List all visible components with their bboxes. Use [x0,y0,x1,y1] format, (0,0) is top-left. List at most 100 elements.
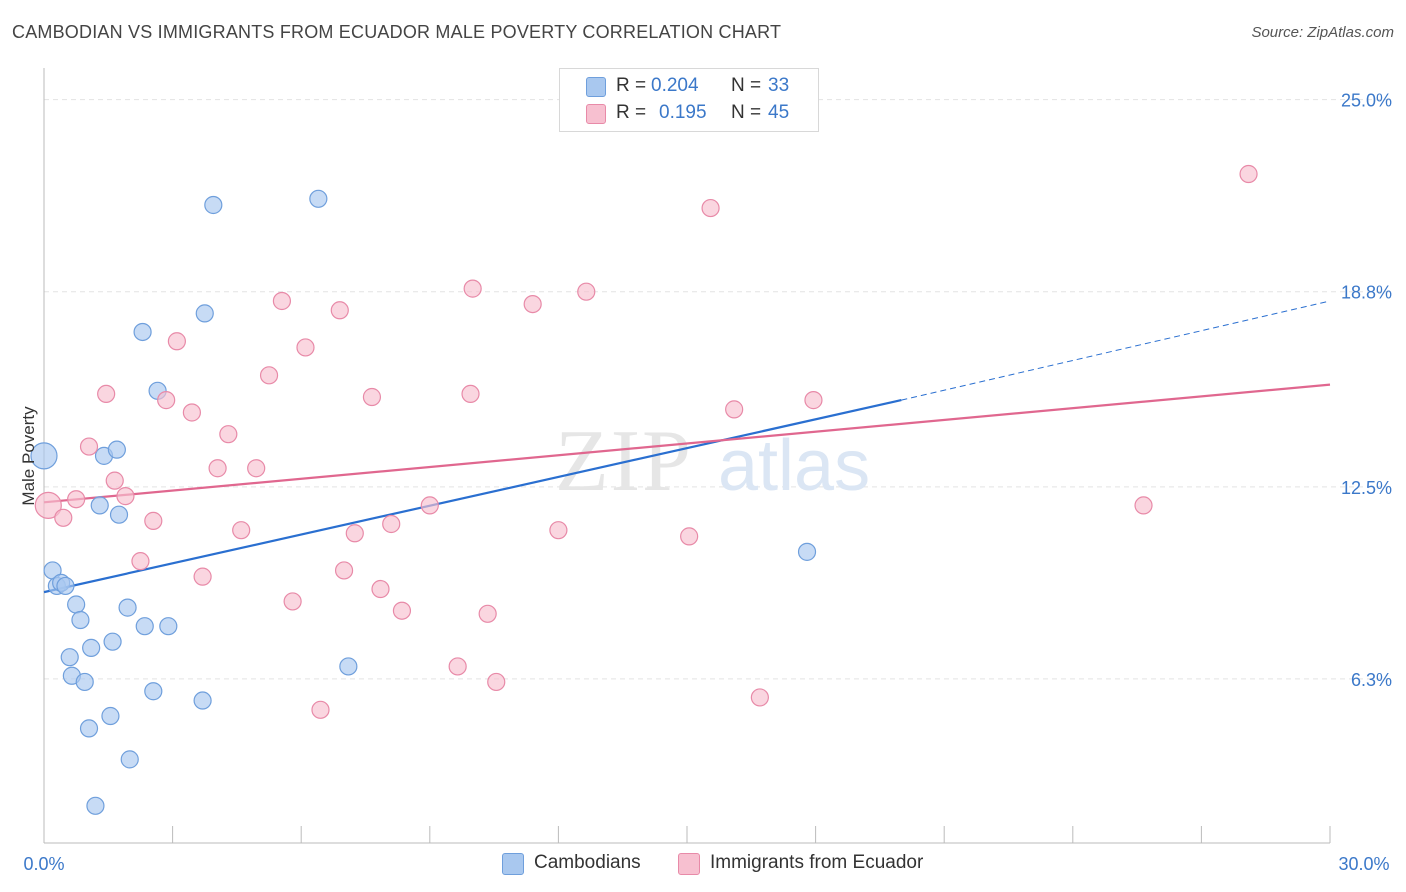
ecuador-point [247,459,266,478]
ecuador-point [487,672,506,692]
blue-swatch-icon [502,853,524,875]
ecuador-point [79,437,99,456]
y-axis-label: Male Poverty [19,406,38,506]
cambodian-point [120,750,139,769]
trend-lines [43,300,1331,594]
ecuador-point [750,688,769,707]
r-label: R = [616,102,647,123]
ecuador-trend-line [43,383,1331,504]
ecuador-point [105,471,124,490]
r-value: 0.204 [651,75,699,96]
ecuador-point [144,511,163,530]
ecuador-point [131,552,150,571]
ecuador-point [67,490,86,509]
cambodian-point [107,440,126,459]
cambodian-point [118,598,137,617]
blue-swatch-icon [586,77,606,97]
cambodian-point [56,576,75,596]
cambodian-point [75,672,94,692]
cambodian-point [103,632,122,651]
y-tick-label: 12.5% [1341,478,1392,498]
cambodian-point [82,638,101,657]
ecuador-point [549,521,568,540]
stats-legend: R = 0.204 N = 33 R = 0.195 N = 45 [559,68,819,132]
cambodians-trend-extension [901,300,1331,401]
cambodians-trend-line [43,399,902,594]
ecuador-point [167,332,186,351]
cambodian-point [159,617,178,636]
y-tick-label: 18.8% [1341,283,1392,303]
n-value: 45 [768,102,790,123]
ecuador-point [523,294,542,314]
n-value: 33 [768,75,790,96]
cambodian-point [109,505,129,524]
ecuador-point [193,567,212,586]
cambodian-point [71,610,90,630]
ecuador-point [283,592,302,611]
cambodian-point [339,657,358,676]
ecuador-point [680,527,699,546]
ecuador-point [208,459,227,478]
cambodian-point [101,706,120,726]
legend-label: Cambodians [534,852,641,873]
ecuador-point [272,291,292,311]
ecuador-point [296,338,315,357]
ecuador-point [232,521,251,540]
ecuador-point [362,387,382,407]
cambodian-point [30,442,58,470]
ecuador-point [461,384,480,404]
ecuador-point [311,700,330,719]
cambodian-point [193,691,212,710]
ecuador-point [219,425,238,444]
cambodian-point [309,189,328,208]
x-tick-label: 30.0% [1338,854,1389,874]
ecuador-point [804,391,823,410]
cambodian-point [67,595,86,614]
ecuador-point [182,403,201,422]
cambodian-point [60,648,79,667]
pink-swatch-icon [586,104,606,124]
y-tick-label: 25.0% [1341,91,1392,111]
ecuador-point [701,198,720,218]
ecuador-point [97,384,116,404]
cambodian-point [797,542,817,561]
cambodian-point [79,719,99,738]
ecuador-point [345,524,364,543]
x-tick-label: 0.0% [23,854,64,874]
ecuador-point [1134,496,1153,515]
ecuador-point [157,391,176,410]
chart-title: CAMBODIAN VS IMMIGRANTS FROM ECUADOR MAL… [12,22,782,42]
ecuador-point [54,508,73,527]
ecuador-point [420,496,439,515]
pink-swatch-icon [678,853,700,875]
cambodian-point [144,682,163,701]
y-tick-label: 6.3% [1351,670,1392,690]
cambodian-point [90,496,109,515]
tick-labels: 6.3% 12.5% 18.8% 25.0% 0.0% 30.0% Male Poverty [19,91,1392,874]
cambodian-point [195,304,214,323]
grid-lines [44,99,1392,680]
ecuador-point [725,400,744,419]
data-points [30,164,1258,815]
r-value: 0.195 [659,102,707,123]
ecuador-point [330,301,349,320]
ecuador-point [371,579,390,599]
ecuador-point [478,604,497,623]
ecuador-point [334,561,354,580]
ecuador-point [463,279,482,298]
ecuador-point [392,601,412,620]
r-label: R = [616,75,647,96]
legend-label: Immigrants from Ecuador [710,852,924,873]
cambodian-point [135,617,154,636]
ecuador-point [1239,164,1258,184]
ecuador-point [448,657,467,676]
source-label: Source: ZipAtlas.com [1251,24,1394,41]
ecuador-point [116,487,135,506]
zipatlas-watermark: ZIP atlas [555,413,870,510]
cambodian-point [133,322,152,342]
ecuador-point [577,282,596,301]
cambodian-point [204,195,223,215]
n-label: N = [731,75,762,96]
n-label: N = [731,102,762,123]
